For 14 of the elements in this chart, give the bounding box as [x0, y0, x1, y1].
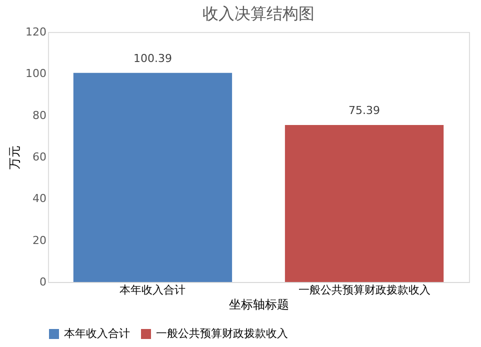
y-tick-label: 0: [40, 276, 46, 288]
y-tick-label: 60: [32, 150, 46, 164]
legend-label: 本年收入合计: [64, 327, 130, 340]
y-tick-label: 120: [26, 26, 46, 38]
data-label: 75.39: [348, 104, 380, 117]
y-axis-title: 万元: [8, 146, 22, 170]
y-tick-label: 40: [32, 192, 46, 206]
data-label: 100.39: [133, 52, 172, 65]
chart-title: 收入决算结构图: [202, 4, 314, 23]
legend-label: 一般公共预算财政拨款收入: [156, 327, 288, 340]
x-axis-title: 坐标轴标题: [229, 298, 289, 312]
y-tick-label: 80: [32, 108, 46, 122]
y-tick-label: 100: [26, 67, 46, 80]
y-tick-label: 20: [32, 234, 46, 247]
